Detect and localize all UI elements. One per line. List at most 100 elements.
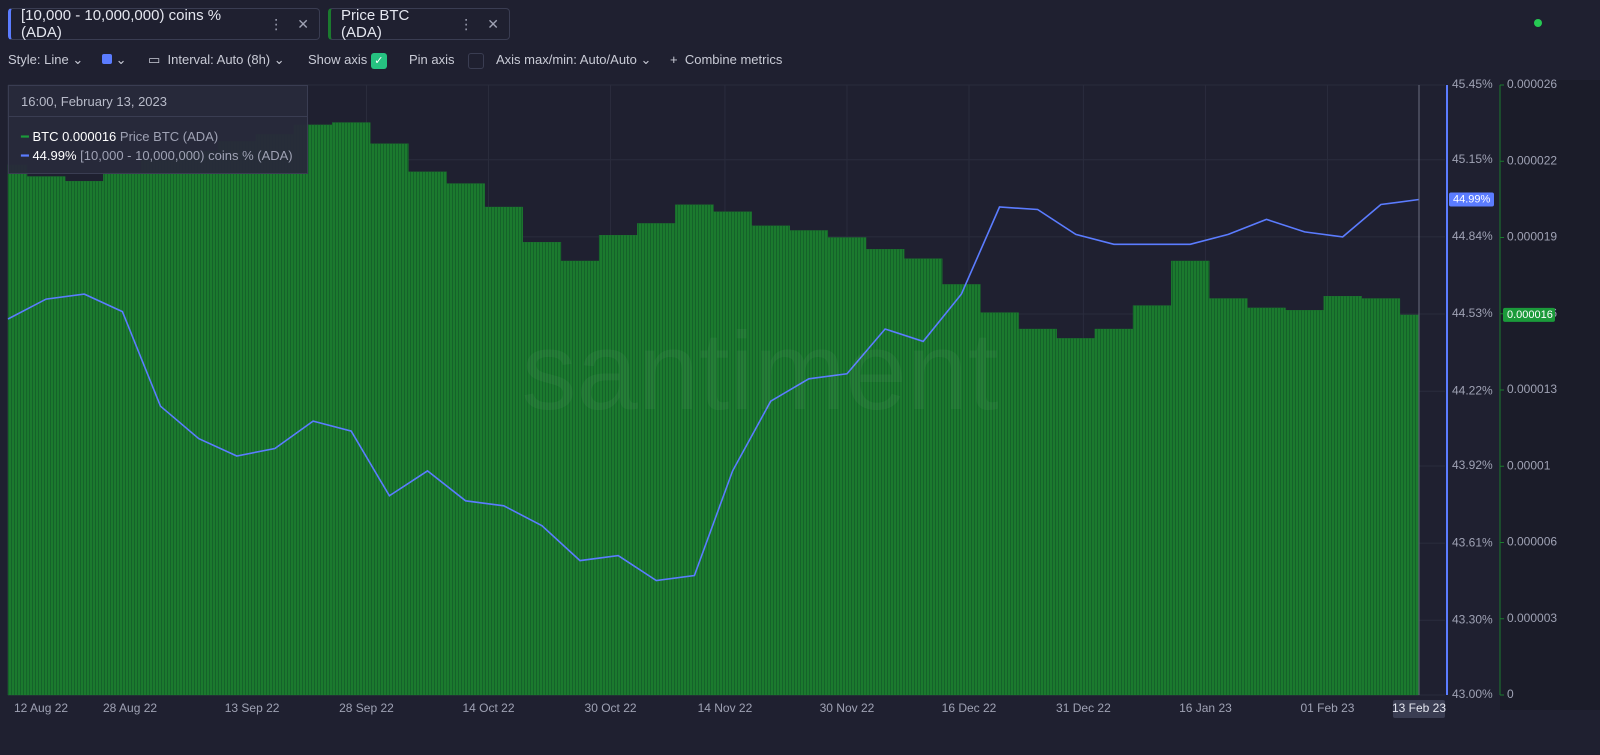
bar [827, 237, 867, 696]
label: Combine metrics [684, 52, 783, 67]
bar [293, 124, 333, 696]
bar [255, 134, 295, 696]
x-tick-label: 30 Oct 22 [585, 701, 637, 715]
tooltip-row: ━ 44.99% [10,000 - 10,000,000) coins % (… [21, 148, 293, 163]
bar [331, 122, 371, 696]
bar [789, 230, 829, 696]
tab[interactable]: Price BTC (ADA) ⋮ ✕ [328, 7, 510, 41]
y-tick-label: 43.61% [1452, 535, 1493, 549]
close-icon[interactable]: ✕ [297, 15, 309, 32]
y-tick-label: 44.22% [1452, 383, 1493, 397]
y-tick-label: 45.15% [1452, 152, 1493, 166]
x-tick-label: 28 Sep 22 [339, 701, 394, 715]
tooltip-name: [10,000 - 10,000,000) coins % (ADA) [80, 148, 293, 163]
checkbox [468, 52, 485, 69]
label: Axis max/min: Auto/Auto [496, 52, 637, 67]
y2-tick-label: 0.000006 [1507, 535, 1557, 549]
x-tick-label: 31 Dec 22 [1056, 701, 1111, 715]
x-tick-label: 16 Jan 23 [1179, 701, 1232, 715]
y-tick-label: 44.53% [1452, 306, 1493, 320]
y-tick-label: 43.92% [1452, 458, 1493, 472]
x-tick-label: 16 Dec 22 [942, 701, 997, 715]
tab[interactable]: [10,000 - 10,000,000) coins % (ADA) ⋮ ✕ [8, 7, 320, 41]
bar [1170, 260, 1210, 696]
bar [980, 312, 1019, 696]
menu-icon[interactable]: ⋮ [269, 15, 284, 32]
x-tick-label: 30 Nov 22 [820, 701, 875, 715]
bar [942, 284, 981, 696]
bar [637, 223, 676, 696]
bar [1247, 307, 1286, 696]
bar [598, 235, 638, 696]
x-tick-label: 28 Aug 22 [103, 701, 157, 715]
bar [675, 204, 714, 696]
bar [1094, 328, 1134, 696]
tooltip-value: BTC 0.000016 [32, 129, 117, 144]
tab-label: Price BTC (ADA) [341, 7, 410, 41]
tooltip-date: 16:00, February 13, 2023 [21, 94, 167, 109]
bar [26, 176, 66, 696]
x-tick-label: 12 Aug 22 [14, 701, 68, 715]
x-tick-label: 13 Feb 23 [1392, 701, 1446, 715]
x-tick-badge [1393, 700, 1445, 718]
bar [904, 258, 943, 696]
label: Pin axis [409, 52, 455, 67]
bar [1323, 296, 1362, 696]
x-tick-label: 14 Oct 22 [462, 701, 514, 715]
bar [1056, 338, 1096, 696]
value-badge-label: 44.99% [1453, 193, 1491, 205]
y2-tick-label: 0 [1507, 687, 1514, 701]
y2-tick-label: 0.00001 [1507, 458, 1551, 472]
bar [1132, 305, 1172, 696]
pin-axis[interactable]: Pin axis [409, 52, 485, 69]
checkbox: ✓ [370, 52, 387, 69]
swatch [102, 54, 112, 64]
status-dot [1534, 19, 1542, 27]
tooltip-value: 44.99% [32, 148, 77, 163]
label: Style: Line [8, 52, 69, 67]
show-axis[interactable]: Show axis ✓ [308, 52, 387, 69]
tab-label: [10,000 - 10,000,000) coins % (ADA) [21, 7, 222, 41]
y2-tick-label: 0.000026 [1507, 77, 1557, 91]
bar [217, 141, 257, 696]
watermark: santiment [522, 310, 999, 433]
tooltip-row: ━ BTC 0.000016 Price BTC (ADA) [21, 129, 219, 144]
bar [7, 164, 28, 696]
color-select[interactable]: ⌄ [102, 52, 127, 68]
bar [1209, 298, 1248, 696]
x-tick-label: 01 Feb 23 [1300, 701, 1354, 715]
bar [408, 171, 447, 696]
bar [1018, 328, 1057, 696]
bar [370, 143, 409, 696]
menu-icon[interactable]: ⋮ [459, 15, 474, 32]
x-tick-label: 13 Sep 22 [225, 701, 280, 715]
y-tick-label: 45.45% [1452, 77, 1493, 91]
bar [446, 183, 485, 696]
bar [522, 242, 562, 696]
y2-tick-label: 0.000019 [1507, 230, 1557, 244]
line [7, 198, 1420, 582]
y-tick-label: 43.30% [1452, 612, 1493, 626]
bar [141, 159, 180, 696]
interval-select[interactable]: ▭ Interval: Auto (8h) ⌄ [148, 52, 285, 67]
y2-tick-label: 0.000022 [1507, 153, 1557, 167]
bar [103, 171, 142, 696]
bar [751, 225, 790, 696]
axis-panel [1500, 80, 1600, 710]
label: Show axis [308, 52, 368, 67]
x-tick-label: 14 Nov 22 [698, 701, 753, 715]
combine-metrics[interactable]: + Combine metrics [670, 52, 783, 67]
bar [560, 260, 600, 696]
bar [713, 211, 752, 696]
y-tick-label: 43.00% [1452, 687, 1493, 701]
close-icon[interactable]: ✕ [487, 15, 499, 32]
style-select[interactable]: Style: Line ⌄ [8, 52, 84, 67]
y2-tick-label: 0.000013 [1507, 382, 1557, 396]
bar [484, 206, 523, 696]
bar [865, 249, 905, 696]
tooltip-name: Price BTC (ADA) [119, 129, 219, 144]
axis-range[interactable]: Axis max/min: Auto/Auto ⌄ [496, 52, 652, 67]
bar [179, 150, 218, 696]
